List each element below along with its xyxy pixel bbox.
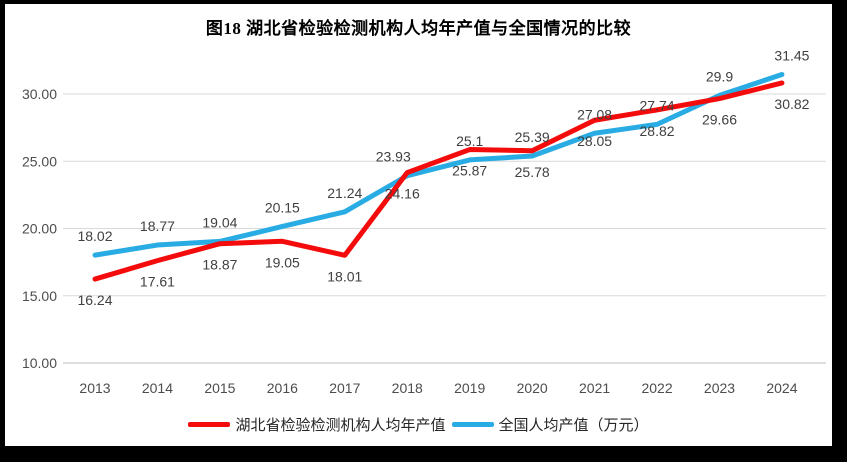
data-label: 17.61 [140, 274, 175, 290]
data-label: 29.66 [702, 112, 737, 128]
x-axis-tick-label: 2018 [392, 380, 423, 396]
data-label: 19.04 [202, 214, 237, 230]
line-chart-plot-area: 10.00 15.00 20.00 25.00 30.00 2013 2014 2015 201… [22, 47, 826, 396]
data-label: 31.45 [774, 47, 809, 63]
series-line [92, 71, 785, 258]
data-label: 25.1 [456, 133, 483, 149]
x-axis-tick-label: 2020 [517, 380, 548, 396]
chart-title: 图18 湖北省检验检测机构人均年产值与全国情况的比较 [205, 19, 632, 38]
data-label: 18.02 [77, 228, 112, 244]
data-label: 24.16 [385, 186, 420, 202]
data-label: 27.74 [640, 97, 675, 113]
y-axis-tick-label: 30.00 [22, 86, 57, 102]
data-label: 28.82 [640, 123, 675, 139]
data-label: 29.9 [706, 68, 733, 84]
data-label: 20.15 [265, 199, 300, 215]
legend-label-hubei: 湖北省检验检测机构人均年产值 [235, 416, 446, 434]
legend-label-national: 全国人均产值（万元） [498, 416, 649, 434]
hubei-series-swatch-icon [188, 421, 231, 427]
data-label: 25.39 [515, 129, 550, 145]
data-label: 23.93 [376, 149, 411, 165]
x-axis-tick-label: 2015 [204, 380, 235, 396]
chart-canvas: 图18 湖北省检验检测机构人均年产值与全国情况的比较 10.00 15.00 20.… [5, 4, 832, 446]
data-label: 25.78 [515, 164, 550, 180]
legend-item-hubei: 湖北省检验检测机构人均年产值 [188, 414, 446, 435]
x-axis-tick-label: 2017 [329, 380, 360, 396]
x-axis-tick-label: 2014 [142, 380, 173, 396]
data-label: 18.77 [140, 218, 175, 234]
y-axis-tick-label: 10.00 [22, 355, 57, 371]
y-axis-tick-label: 15.00 [22, 288, 57, 304]
x-axis-tick-label: 2021 [579, 380, 610, 396]
data-label: 19.05 [265, 254, 300, 270]
national-series-swatch-icon [451, 421, 494, 427]
x-axis-tick-label: 2022 [641, 380, 672, 396]
x-axis-tick-label: 2024 [766, 380, 797, 396]
data-label: 18.01 [327, 268, 362, 284]
data-label: 16.24 [77, 292, 112, 308]
data-label: 28.05 [577, 133, 612, 149]
data-label: 27.08 [577, 106, 612, 122]
data-label: 18.87 [202, 257, 237, 273]
y-axis-tick-label: 20.00 [22, 221, 57, 237]
data-label: 21.24 [327, 185, 362, 201]
series-line [92, 80, 785, 282]
x-axis-tick-label: 2013 [79, 380, 110, 396]
chart-legend: 湖北省检验检测机构人均年产值 全国人均产值（万元） [5, 409, 832, 439]
x-axis-tick-label: 2019 [454, 380, 485, 396]
data-label: 30.82 [774, 96, 809, 112]
x-axis-tick-label: 2016 [267, 380, 298, 396]
y-axis-tick-label: 25.00 [22, 153, 57, 169]
data-label: 25.87 [452, 163, 487, 179]
legend-item-national: 全国人均产值（万元） [451, 414, 649, 435]
x-axis-tick-label: 2023 [704, 380, 735, 396]
